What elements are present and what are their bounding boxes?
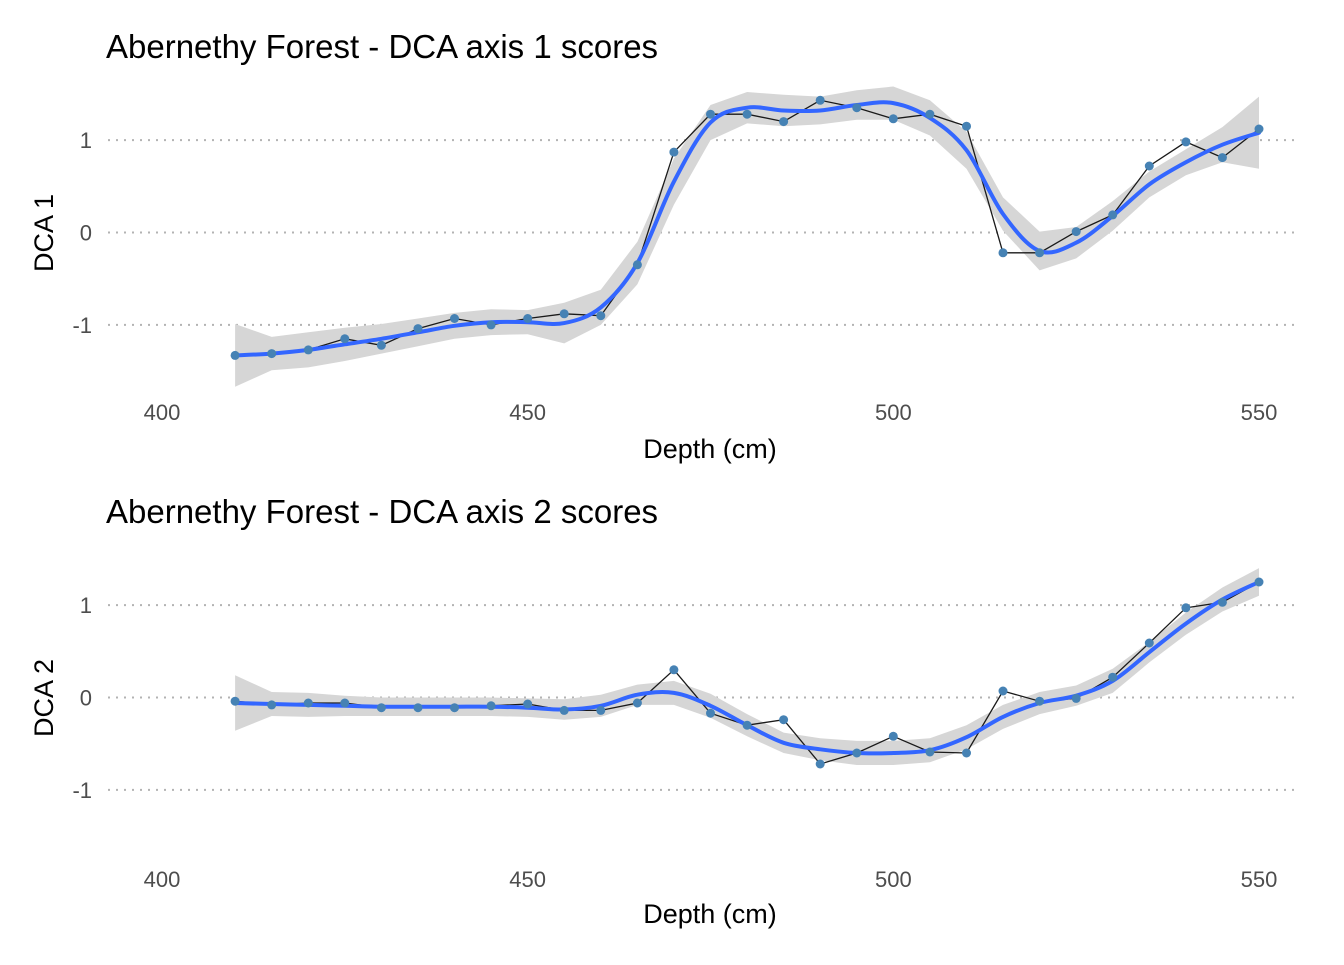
data-point xyxy=(888,114,898,124)
y-axis-label: DCA 1 xyxy=(29,194,59,272)
loess-smooth-line xyxy=(233,100,1261,358)
data-point xyxy=(230,350,240,360)
chart-title: Abernethy Forest - DCA axis 2 scores xyxy=(106,493,658,530)
data-point xyxy=(706,708,715,718)
y-tick-labels: -1 0 1 xyxy=(72,593,92,803)
data-point xyxy=(1035,248,1045,258)
y-gridlines xyxy=(108,604,1300,791)
data-point xyxy=(742,720,752,730)
data-point xyxy=(559,705,569,715)
data-point xyxy=(413,324,423,334)
data-point xyxy=(998,248,1008,258)
data-point xyxy=(669,147,679,157)
data-point xyxy=(1144,161,1154,171)
y-tick-label: 0 xyxy=(80,221,92,246)
data-point xyxy=(1108,672,1118,682)
y-tick-label: 1 xyxy=(80,593,92,618)
chart-panel-dca1: Abernethy Forest - DCA axis 1 scores 400… xyxy=(29,28,1300,464)
smooth-curve xyxy=(233,100,1261,358)
data-point xyxy=(1217,597,1227,607)
confidence-band xyxy=(235,86,1260,387)
data-point xyxy=(267,349,277,359)
chart-panel-dca2: Abernethy Forest - DCA axis 2 scores 400… xyxy=(29,493,1300,929)
data-point xyxy=(1181,137,1191,147)
data-point xyxy=(340,334,350,344)
data-point xyxy=(706,109,715,119)
data-point xyxy=(559,309,569,319)
data-point xyxy=(1035,696,1045,706)
data-point xyxy=(596,311,606,321)
data-point xyxy=(596,705,606,715)
data-point xyxy=(1144,638,1154,648)
y-tick-label: 1 xyxy=(80,128,92,153)
confidence-ribbon xyxy=(235,568,1260,765)
y-tick-label: 0 xyxy=(80,686,92,711)
data-point xyxy=(815,759,825,769)
data-point xyxy=(450,314,459,323)
data-point xyxy=(1217,153,1227,163)
x-tick-labels: 400 450 500 550 xyxy=(144,867,1278,892)
data-point xyxy=(523,699,533,709)
data-point xyxy=(669,665,679,675)
data-points xyxy=(230,95,1264,360)
x-tick-label: 400 xyxy=(144,867,181,892)
data-point xyxy=(376,703,386,713)
data-point xyxy=(1181,603,1191,613)
data-point xyxy=(925,747,935,757)
data-point xyxy=(779,715,789,725)
x-tick-label: 500 xyxy=(875,867,912,892)
data-point xyxy=(1071,227,1081,237)
data-point xyxy=(852,103,862,113)
confidence-ribbon xyxy=(235,86,1260,387)
data-point xyxy=(1108,210,1118,220)
data-point xyxy=(1071,693,1081,703)
data-point xyxy=(523,314,533,323)
data-point xyxy=(632,260,642,270)
data-point xyxy=(303,698,313,708)
data-point xyxy=(925,109,935,119)
data-point xyxy=(852,748,862,758)
data-point xyxy=(1254,577,1264,587)
x-axis-label: Depth (cm) xyxy=(643,434,777,464)
x-tick-label: 450 xyxy=(509,867,546,892)
data-point xyxy=(815,95,825,105)
data-point xyxy=(632,698,642,708)
x-tick-label: 500 xyxy=(875,400,912,425)
data-point xyxy=(998,686,1008,696)
y-tick-label: -1 xyxy=(72,313,92,338)
y-tick-labels: -1 0 1 xyxy=(72,128,92,338)
data-point xyxy=(962,748,971,758)
x-axis-label: Depth (cm) xyxy=(643,899,777,929)
data-point xyxy=(742,109,752,119)
data-point xyxy=(1254,124,1264,134)
data-point xyxy=(267,700,277,710)
chart-title: Abernethy Forest - DCA axis 1 scores xyxy=(106,28,658,65)
data-point xyxy=(779,117,789,127)
data-point xyxy=(888,731,898,741)
data-point xyxy=(303,345,313,355)
confidence-band xyxy=(235,568,1260,765)
data-point xyxy=(486,320,496,330)
data-point xyxy=(340,698,350,708)
data-point xyxy=(486,701,496,711)
data-points xyxy=(230,577,1264,769)
x-tick-label: 550 xyxy=(1241,867,1278,892)
data-point xyxy=(962,121,971,131)
data-point xyxy=(376,340,386,350)
data-point xyxy=(450,703,459,713)
x-tick-label: 450 xyxy=(509,400,546,425)
data-point xyxy=(413,703,423,713)
x-tick-label: 550 xyxy=(1241,400,1278,425)
x-tick-label: 400 xyxy=(144,400,181,425)
y-gridlines xyxy=(108,139,1300,326)
x-tick-labels: 400 450 500 550 xyxy=(144,400,1278,425)
y-tick-label: -1 xyxy=(72,778,92,803)
data-point xyxy=(230,696,240,706)
y-axis-label: DCA 2 xyxy=(29,659,59,737)
